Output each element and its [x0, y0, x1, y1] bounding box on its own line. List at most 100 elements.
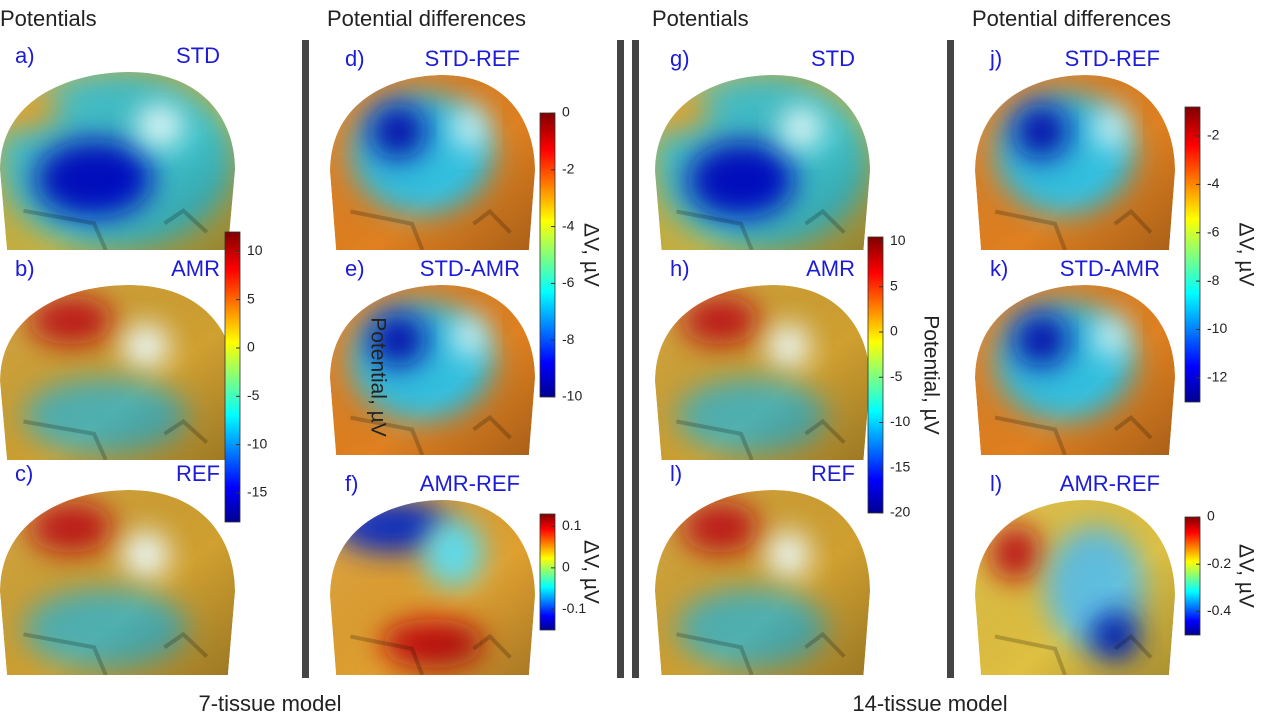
divider [632, 40, 639, 678]
panel-label: e) [345, 256, 365, 281]
panel-label: k) [990, 256, 1008, 281]
colorbar-tick-label: -10 [247, 435, 267, 451]
head [0, 72, 235, 250]
colorbar-tick-label: -0.1 [562, 600, 586, 616]
shading [655, 490, 870, 675]
colorbar-tick-label: -10 [890, 413, 910, 429]
panel-label: c) [15, 461, 33, 486]
shading [330, 75, 535, 250]
panel-label: j) [989, 46, 1002, 71]
panel-name: STD-REF [1065, 46, 1160, 71]
model-label: 7-tissue model [198, 691, 341, 716]
panel-name: STD [176, 43, 220, 68]
colorbar-tick-label: 10 [890, 232, 906, 248]
panel-name: STD [811, 46, 855, 71]
colorbar [224, 231, 241, 523]
head [975, 500, 1175, 675]
heading: Potential differences [327, 6, 526, 31]
shading [0, 285, 235, 460]
colorbar-tick-label: 5 [247, 290, 255, 306]
colorbar-tick-label: -12 [1207, 369, 1227, 385]
colorbar-tick-label: 0 [890, 323, 898, 339]
panel-name: STD-AMR [1060, 256, 1160, 281]
colorbar-tick-label: 10 [247, 242, 263, 258]
head [975, 75, 1175, 250]
heading: Potentials [652, 6, 749, 31]
panel-label: l) [990, 471, 1002, 496]
divider [617, 40, 624, 678]
colorbar-tick-label: 5 [890, 277, 898, 293]
panel-name: AMR [806, 256, 855, 281]
head [975, 285, 1175, 455]
shading [655, 75, 870, 250]
panel-name: REF [176, 461, 220, 486]
head [655, 490, 870, 675]
colorbar-tick-label: -6 [1207, 223, 1220, 239]
colorbar-label: ΔV, µV [579, 223, 602, 287]
panel-name: STD-AMR [420, 256, 520, 281]
colorbar [539, 513, 556, 631]
head [655, 75, 870, 250]
shading [975, 500, 1175, 675]
colorbar-tick-label: 0 [562, 104, 570, 120]
head [0, 490, 235, 675]
colorbar-tick-label: -4 [562, 217, 575, 233]
colorbar-tick-label: -4 [1207, 175, 1220, 191]
colorbar-tick-label: -0.4 [1207, 602, 1231, 618]
colorbar [867, 236, 884, 514]
panel-name: AMR-REF [1060, 471, 1160, 496]
colorbar-label: ΔV, µV [1234, 223, 1257, 287]
head [0, 285, 235, 460]
head [330, 75, 535, 250]
panel-label: h) [670, 256, 690, 281]
panel-name: STD-REF [425, 46, 520, 71]
colorbar-tick-label: -0.2 [1207, 555, 1231, 571]
shading [975, 75, 1175, 250]
heading: Potential differences [972, 6, 1171, 31]
shading [0, 72, 235, 250]
panel-name: REF [811, 461, 855, 486]
colorbar-tick-label: -8 [562, 331, 575, 347]
colorbar-tick-label: 0 [1207, 508, 1215, 524]
panel-label: g) [670, 46, 690, 71]
panel-label: l) [670, 461, 682, 486]
head [330, 285, 535, 455]
panel-label: b) [15, 256, 35, 281]
shading [330, 500, 535, 675]
model-label: 14-tissue model [852, 691, 1007, 716]
colorbar-tick-label: 0 [562, 559, 570, 575]
colorbar-label: Potential, µV [366, 317, 389, 437]
panel-label: d) [345, 46, 365, 71]
colorbar-tick-label: -15 [247, 484, 267, 500]
colorbar-tick-label: -6 [562, 274, 575, 290]
colorbar-tick-label: -10 [562, 388, 582, 404]
shading [330, 285, 535, 455]
panel-name: AMR [171, 256, 220, 281]
panel-label: a) [15, 43, 35, 68]
colorbar-tick-label: -5 [890, 368, 903, 384]
shading [975, 285, 1175, 455]
divider [302, 40, 309, 678]
colorbar-tick-label: 0 [247, 339, 255, 355]
colorbar-label: Potential, µV [919, 315, 942, 435]
colorbar-tick-label: 0.1 [562, 517, 582, 533]
colorbar-label: ΔV, µV [579, 540, 602, 604]
colorbar-tick-label: -5 [247, 387, 260, 403]
colorbar [539, 112, 556, 398]
colorbar-tick-label: -2 [562, 161, 575, 177]
shading [0, 490, 235, 675]
shading [655, 285, 870, 460]
colorbar-label: ΔV, µV [1234, 544, 1257, 608]
head [655, 285, 870, 460]
colorbar-tick-label: -8 [1207, 272, 1220, 288]
colorbar-tick-label: -2 [1207, 127, 1220, 143]
colorbar-tick-label: -20 [890, 504, 910, 520]
panel-label: f) [345, 471, 358, 496]
colorbar [1184, 516, 1201, 636]
divider [947, 40, 954, 678]
head [330, 500, 535, 675]
heading: Potentials [0, 6, 97, 31]
colorbar-tick-label: -10 [1207, 320, 1227, 336]
colorbar [1184, 106, 1201, 403]
